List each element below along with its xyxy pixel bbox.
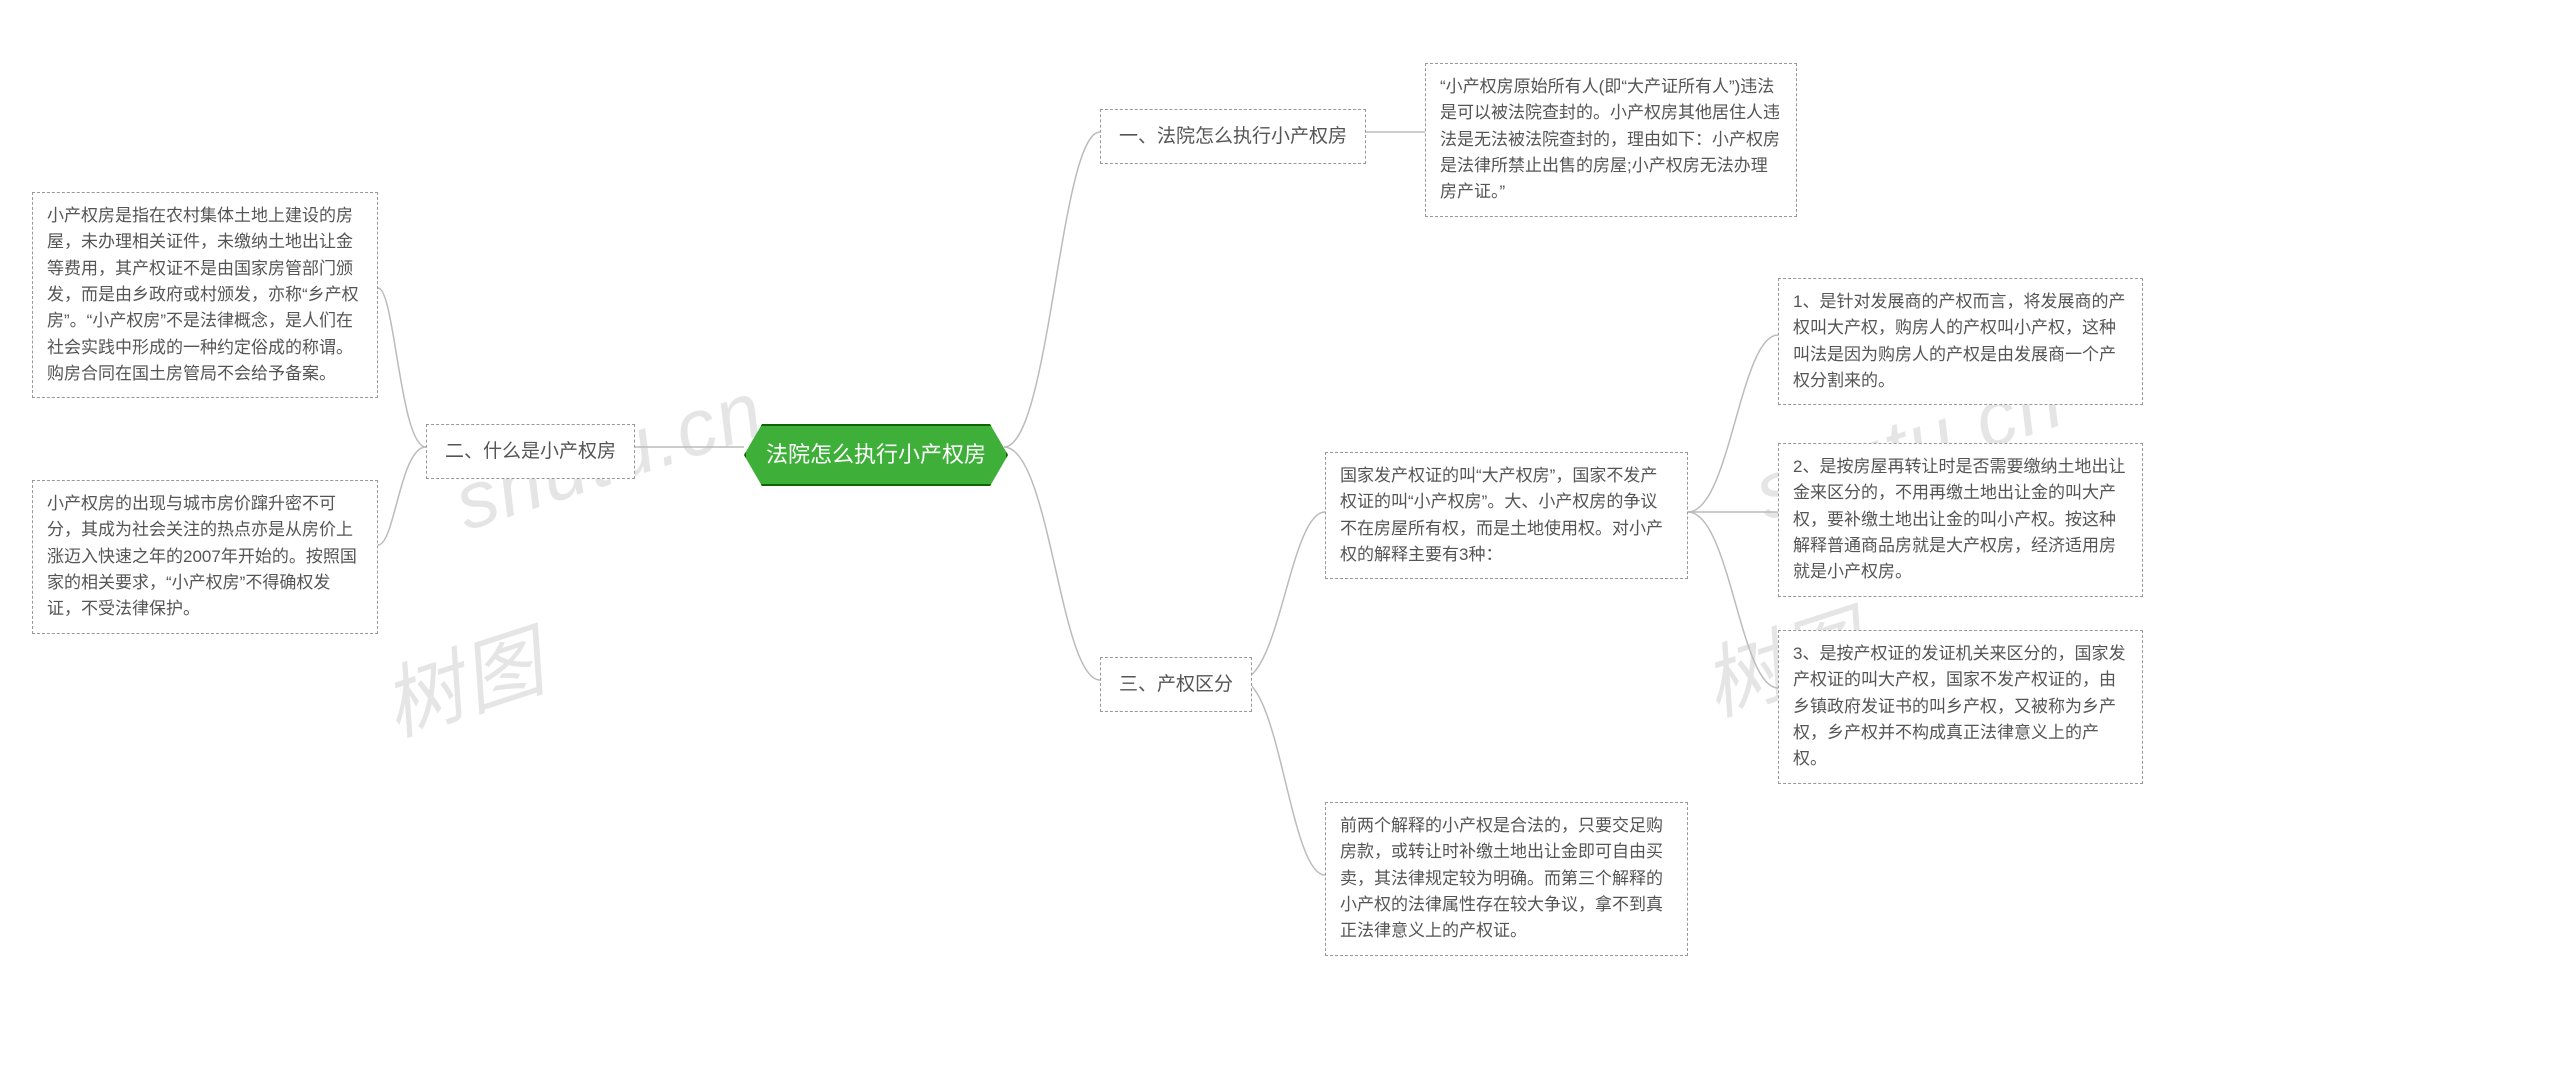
branch-property-diff[interactable]: 三、产权区分: [1100, 657, 1252, 712]
branch3-item1: 1、是针对发展商的产权而言，将发展商的产权叫大产权，购房人的产权叫小产权，这种叫…: [1778, 278, 2143, 405]
branch-what-is[interactable]: 二、什么是小产权房: [426, 424, 635, 479]
root-node[interactable]: 法院怎么执行小产权房: [744, 424, 1008, 486]
branch1-detail: “小产权房原始所有人(即“大产证所有人”)违法是可以被法院查封的。小产权房其他居…: [1425, 63, 1797, 217]
branch3-sub1: 国家发产权证的叫“大产权房”，国家不发产权证的叫“小产权房”。大、小产权房的争议…: [1325, 452, 1688, 579]
branch3-item3: 3、是按产权证的发证机关来区分的，国家发产权证的叫大产权，国家不发产权证的，由乡…: [1778, 630, 2143, 784]
branch3-sub2: 前两个解释的小产权是合法的，只要交足购房款，或转让时补缴土地出让金即可自由买卖，…: [1325, 802, 1688, 956]
left-detail-2: 小产权房的出现与城市房价蹿升密不可分，其成为社会关注的热点亦是从房价上涨迈入快速…: [32, 480, 378, 634]
watermark: 树图: [366, 597, 558, 758]
branch-how-court[interactable]: 一、法院怎么执行小产权房: [1100, 109, 1366, 164]
branch3-item2: 2、是按房屋再转让时是否需要缴纳土地出让金来区分的，不用再缴土地出让金的叫大产权…: [1778, 443, 2143, 597]
left-detail-1: 小产权房是指在农村集体土地上建设的房屋，未办理相关证件，未缴纳土地出让金等费用，…: [32, 192, 378, 398]
